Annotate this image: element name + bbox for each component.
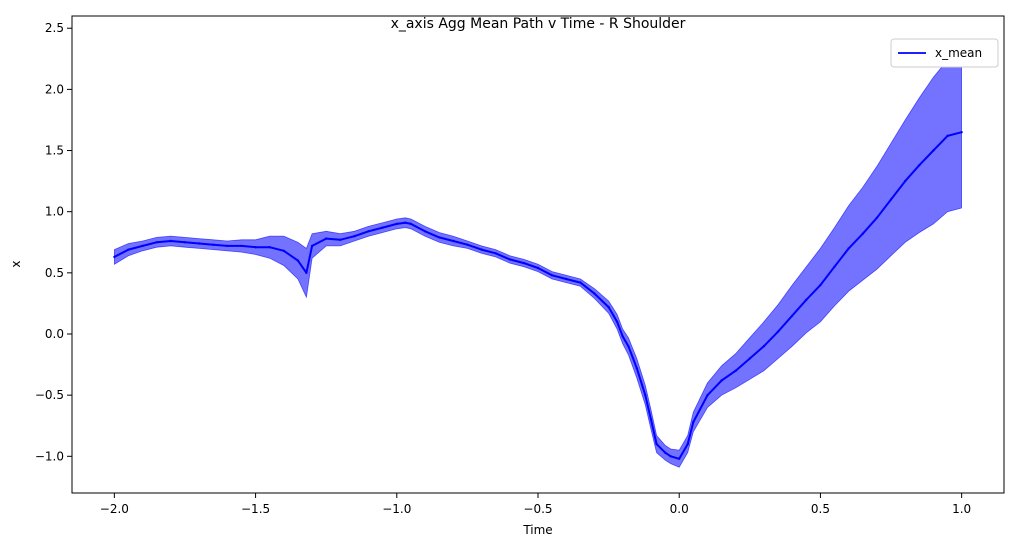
- data-point: [918, 164, 921, 167]
- data-point: [395, 222, 398, 226]
- y-tick-label: 1.5: [45, 144, 64, 158]
- data-point: [734, 369, 737, 372]
- data-point: [861, 232, 864, 235]
- data-point: [536, 266, 540, 270]
- data-point: [776, 330, 780, 333]
- data-point: [678, 457, 681, 460]
- data-point: [692, 420, 695, 424]
- data-point: [282, 249, 285, 252]
- data-point: [904, 179, 907, 183]
- data-point: [748, 357, 751, 360]
- data-point: [141, 244, 144, 248]
- x-tick-label: 1.0: [952, 502, 971, 516]
- x-axis-label: Time: [522, 523, 552, 537]
- data-point: [296, 259, 300, 262]
- data-point: [655, 442, 658, 446]
- data-point: [325, 237, 328, 240]
- data-point: [183, 241, 187, 244]
- data-point: [889, 198, 893, 201]
- x-tick-label: −0.5: [523, 502, 552, 516]
- y-tick-label: −1.0: [35, 449, 64, 463]
- data-point: [706, 394, 709, 397]
- data-point: [960, 131, 963, 134]
- legend-label-x-mean: x_mean: [935, 46, 982, 60]
- data-point: [381, 226, 384, 229]
- data-point: [339, 238, 342, 241]
- data-point: [438, 236, 441, 239]
- y-tick-label: 0.5: [45, 266, 64, 280]
- x-tick-label: −2.0: [100, 502, 129, 516]
- data-point: [305, 271, 308, 274]
- data-point: [875, 216, 879, 219]
- x-tick-label: 0.5: [811, 502, 830, 516]
- data-point: [212, 243, 215, 246]
- data-point: [565, 277, 568, 281]
- data-point: [593, 292, 596, 295]
- data-point: [669, 455, 672, 458]
- data-point: [550, 274, 554, 277]
- data-point: [932, 149, 935, 152]
- x-tick-label: −1.5: [241, 502, 270, 516]
- data-point: [169, 239, 172, 243]
- data-point: [663, 451, 667, 454]
- data-point: [508, 258, 511, 261]
- data-point: [615, 320, 619, 323]
- y-axis-label: x: [9, 260, 23, 267]
- data-point: [353, 235, 356, 238]
- data-point: [480, 248, 483, 251]
- data-point: [155, 241, 158, 244]
- data-point: [466, 243, 469, 246]
- data-point: [686, 442, 689, 446]
- data-point: [452, 239, 455, 243]
- data-point: [621, 335, 624, 338]
- data-point: [579, 281, 582, 284]
- data-point: [847, 247, 850, 250]
- data-point: [494, 252, 497, 255]
- data-point: [644, 394, 647, 397]
- data-point: [113, 255, 116, 259]
- y-tick-label: −0.5: [35, 388, 64, 402]
- chart-title: x_axis Agg Mean Path v Time - R Shoulder: [391, 16, 686, 32]
- data-point: [226, 244, 229, 248]
- x-axis: −2.0 −1.5 −1.0 −0.5 0.0 0.5 1.0: [100, 493, 971, 516]
- data-point: [607, 305, 610, 309]
- data-point: [404, 221, 407, 224]
- data-point: [240, 244, 243, 248]
- data-point: [268, 246, 271, 249]
- mean-line-layer: [113, 131, 963, 460]
- x-tick-label: −1.0: [382, 502, 411, 516]
- legend-box: [890, 38, 999, 68]
- x-tick-label: 0.0: [670, 502, 689, 516]
- data-point: [367, 230, 370, 233]
- data-point: [254, 246, 257, 249]
- y-axis: −1.0 −0.5 0.0 0.5 1.0 1.5 2.0 2.5: [35, 21, 72, 463]
- spread-band: [114, 55, 962, 468]
- data-point: [522, 261, 526, 265]
- data-point: [197, 242, 201, 245]
- data-point: [627, 345, 630, 348]
- data-point: [310, 244, 314, 248]
- y-tick-label: 2.0: [45, 82, 64, 96]
- y-tick-label: 2.5: [45, 21, 64, 35]
- data-point: [946, 134, 949, 138]
- data-point: [833, 265, 836, 268]
- data-point: [762, 345, 766, 348]
- data-point: [649, 418, 653, 421]
- data-point: [720, 379, 723, 382]
- y-tick-label: 1.0: [45, 205, 64, 219]
- data-point: [791, 314, 794, 317]
- spread-band-layer: [114, 55, 962, 468]
- y-tick-label: 0.0: [45, 327, 64, 341]
- data-point: [127, 248, 130, 251]
- data-point: [819, 283, 822, 287]
- data-point: [635, 367, 638, 370]
- legend: x_mean: [890, 38, 999, 68]
- data-point: [423, 230, 427, 233]
- data-point: [409, 222, 413, 226]
- data-point: [805, 298, 808, 301]
